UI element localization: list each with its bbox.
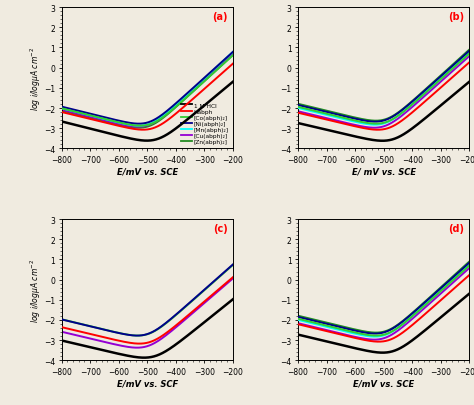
Y-axis label: log $i$/logμA cm$^{-2}$: log $i$/logμA cm$^{-2}$	[28, 258, 43, 322]
Text: (c): (c)	[213, 224, 228, 234]
X-axis label: E/mV vs. SCF: E/mV vs. SCF	[117, 378, 178, 388]
Text: (b): (b)	[448, 12, 464, 22]
X-axis label: E/ mV vs. SCE: E/ mV vs. SCE	[352, 167, 416, 176]
Y-axis label: log $i$/logμA cm$^{-2}$: log $i$/logμA cm$^{-2}$	[28, 47, 43, 111]
Text: (d): (d)	[448, 224, 464, 234]
X-axis label: E/mV vs. SCE: E/mV vs. SCE	[117, 167, 178, 176]
Legend: 1 M HCl, Habph, [Co(abph)₂], [Ni(abph)₂], [Mn(abph)₂], [Cu(abph)₂], [Zn(abph)₂]: 1 M HCl, Habph, [Co(abph)₂], [Ni(abph)₂]…	[180, 102, 230, 146]
X-axis label: E/mV vs. SCE: E/mV vs. SCE	[353, 378, 414, 388]
Text: (a): (a)	[212, 12, 228, 22]
